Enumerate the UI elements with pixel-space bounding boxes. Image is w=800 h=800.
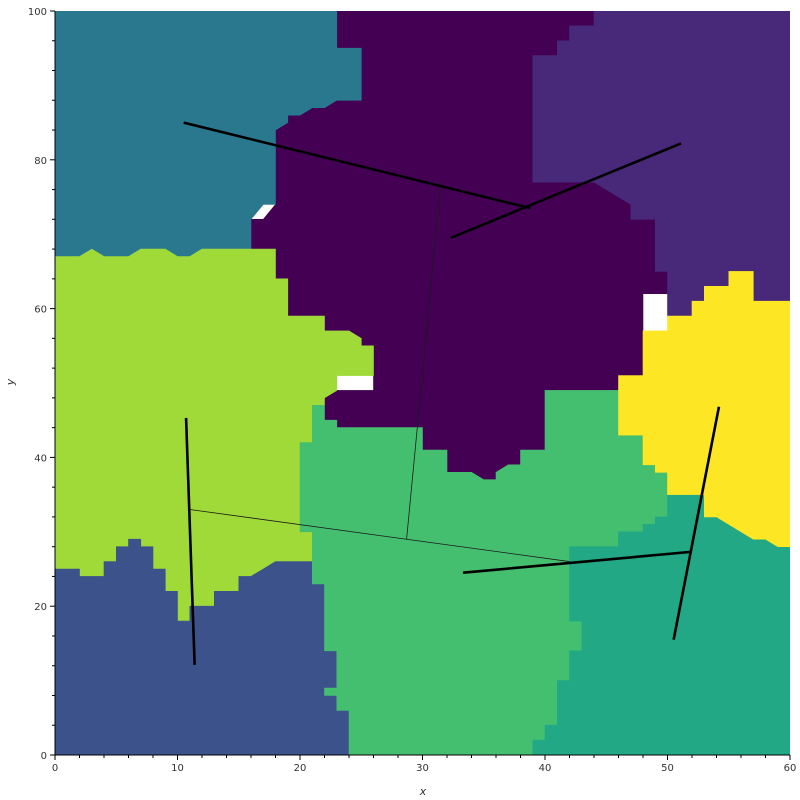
x-tick-label: 10 — [171, 763, 184, 774]
thick-segment-1 — [450, 142, 682, 240]
x-tick-label: 30 — [416, 763, 429, 774]
thin-segment-0 — [406, 182, 442, 540]
y-tick-label: 80 — [34, 156, 47, 167]
y-tick-label: 0 — [41, 751, 47, 762]
x-tick-label: 20 — [294, 763, 307, 774]
thick-lines-layer — [183, 121, 721, 666]
regions-layer — [55, 11, 790, 755]
y-tick-label: 20 — [34, 602, 47, 613]
x-axis-title: x — [419, 785, 427, 798]
thin-segment-1 — [189, 509, 407, 540]
thin-lines-layer — [189, 182, 570, 562]
x-tick-label: 50 — [661, 763, 674, 774]
x-tick-label: 40 — [539, 763, 552, 774]
y-axis-title: y — [4, 378, 17, 386]
x-tick-label: 60 — [784, 763, 797, 774]
region-7 — [618, 271, 790, 548]
axes-layer: 0 10 20 30 40 50 60 0 20 40 60 80 100 — [28, 7, 796, 774]
y-tick-label: 100 — [28, 7, 47, 18]
x-tick-label: 0 — [52, 763, 58, 774]
thick-segment-0 — [183, 121, 531, 210]
thick-segment-2 — [184, 417, 196, 666]
y-tick-label: 40 — [34, 453, 47, 464]
thin-segment-2 — [406, 538, 570, 562]
thick-segment-3 — [462, 550, 691, 575]
y-tick-label: 60 — [34, 305, 47, 316]
thick-segment-4 — [672, 406, 721, 640]
